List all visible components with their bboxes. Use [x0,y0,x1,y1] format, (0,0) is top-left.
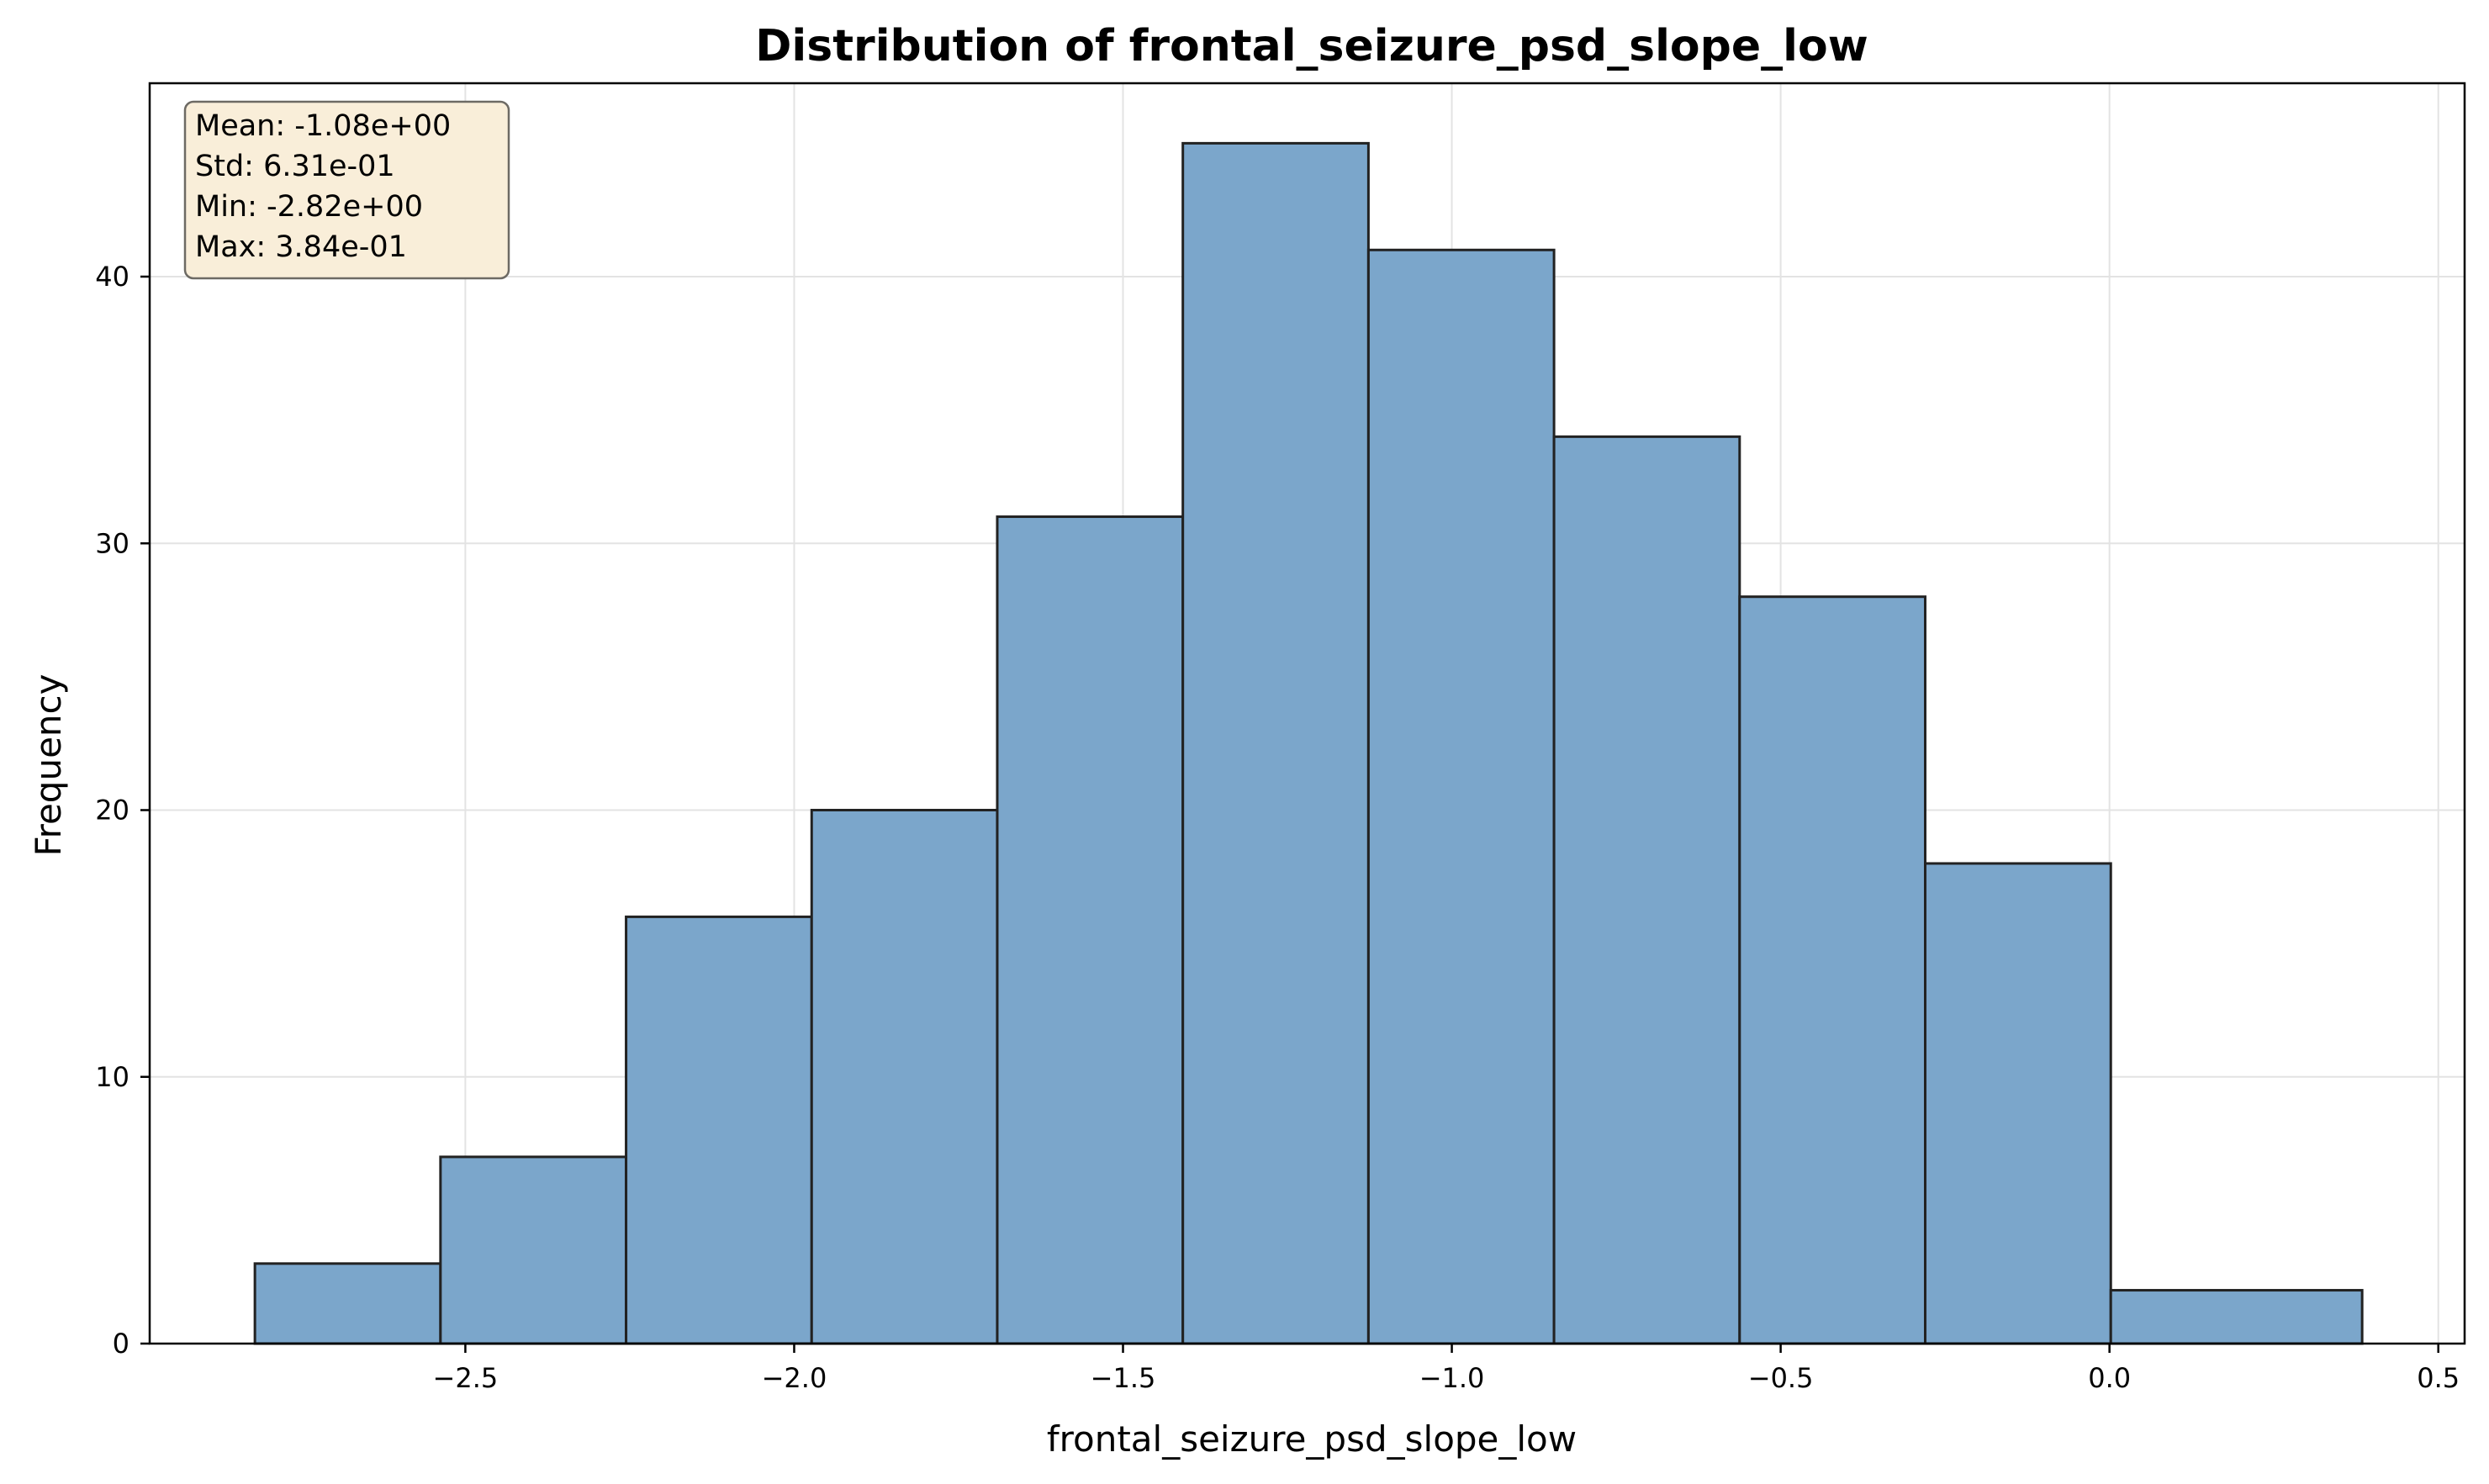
stats-box: Mean: -1.08e+00 Std: 6.31e-01 Min: -2.82e+… [183,100,510,280]
y-ticks-layer: 0 10 20 30 40 [95,261,150,1360]
stats-line: Min: -2.82e+00 [195,190,423,224]
histogram-bar [1738,595,1927,1345]
stats-box-background [183,100,510,280]
x-tick-label: −0.5 [1748,1362,1814,1394]
histogram-bar [996,515,1185,1345]
x-tick-label: −1.0 [1419,1362,1485,1394]
histogram-bar [1924,862,2112,1345]
y-tick-label: 30 [95,527,129,559]
y-tick-label: 40 [95,261,129,293]
x-tick-label: −2.0 [762,1362,827,1394]
stats-line: Std: 6.31e-01 [195,150,395,183]
x-ticks-layer: −2.5 −2.0 −1.5 −1.0 −0.5 0.0 0.5 [433,1344,2460,1394]
histogram-bar [1552,435,1741,1345]
histogram-bar [1181,141,1370,1345]
stats-line: Max: 3.84e-01 [195,230,407,264]
histogram-bar [2109,1289,2364,1345]
stats-line: Mean: -1.08e+00 [195,109,451,143]
y-axis-label: Frequency [28,674,69,857]
histogram-bar [253,1262,442,1345]
x-tick-label: −2.5 [433,1362,499,1394]
y-tick-label: 10 [95,1061,129,1093]
x-tick-label: 0.5 [2417,1362,2460,1394]
plot-frame [148,82,2466,1345]
histogram-bar [1366,248,1556,1345]
histogram-bar [439,1155,628,1345]
bars-layer [253,141,2364,1345]
y-tick-label: 0 [113,1328,129,1360]
histogram-bar [810,809,999,1345]
y-tick-label: 20 [95,795,129,826]
x-tick-label: −1.5 [1091,1362,1156,1394]
histogram-bar [625,915,813,1345]
chart-title: Distribution of frontal_seizure_psd_slop… [755,21,1868,71]
x-tick-label: 0.0 [2088,1362,2131,1394]
x-axis-label: frontal_seizure_psd_slope_low [1047,1418,1577,1460]
